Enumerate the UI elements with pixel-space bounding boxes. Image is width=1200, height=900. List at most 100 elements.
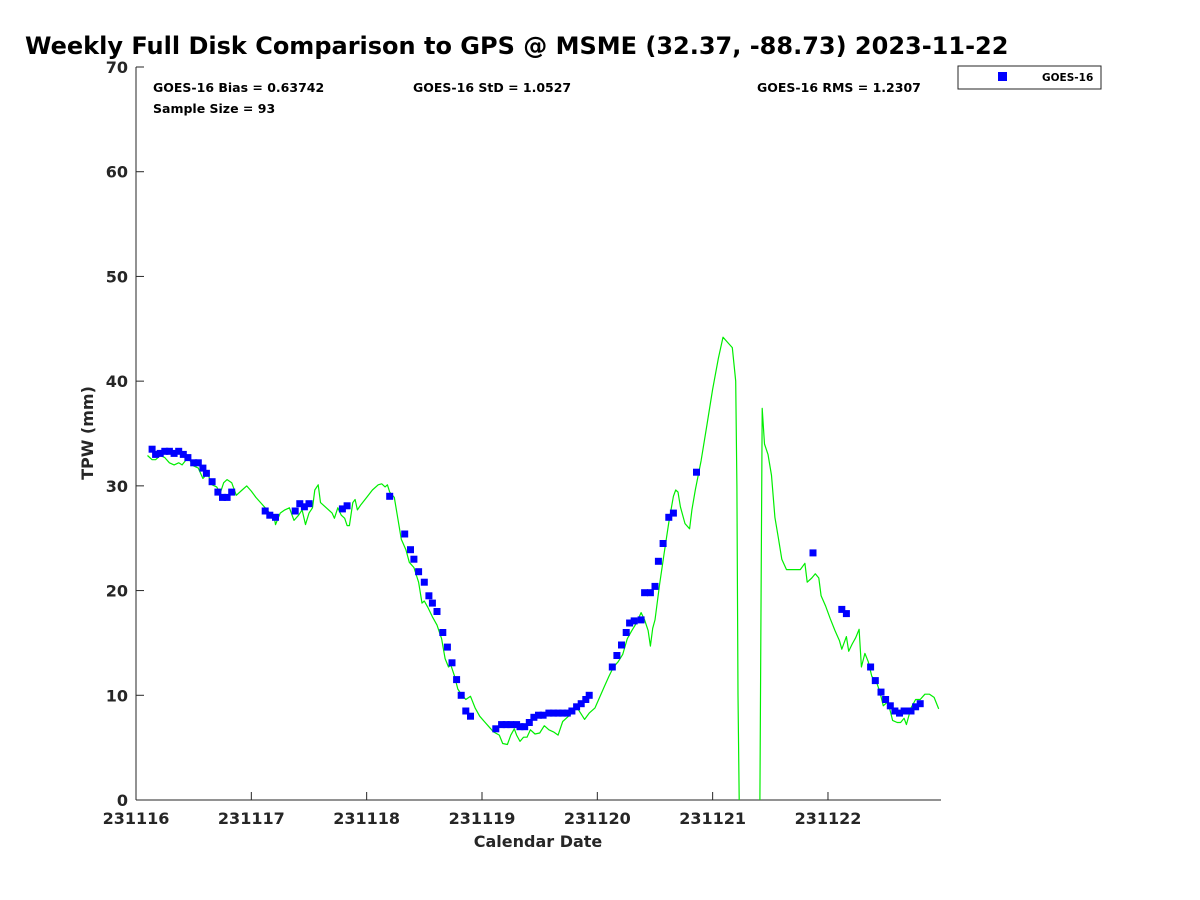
y-tick-label: 50	[106, 267, 128, 286]
goes16-point	[152, 450, 160, 458]
goes16-point	[630, 617, 638, 625]
legend-box	[957, 65, 1102, 90]
x-tick-label: 231121	[679, 809, 746, 828]
goes16-point	[498, 721, 506, 729]
goes16-point	[165, 447, 173, 455]
goes16-point	[179, 450, 187, 458]
series-layer	[147, 336, 940, 801]
goes16-point	[896, 709, 903, 717]
goes16-point	[407, 546, 414, 554]
goes16-point	[613, 652, 621, 659]
y-tick-label: 40	[106, 372, 128, 391]
gps-line-segment-2	[759, 407, 940, 801]
x-axis-label: Calendar Date	[474, 832, 603, 851]
goes16-point	[912, 703, 920, 711]
goes16-point	[637, 616, 645, 624]
gps-line-segment-1	[147, 336, 740, 801]
goes16-point	[577, 700, 585, 708]
goes16-point	[443, 643, 451, 651]
y-tick-label: 70	[106, 58, 128, 77]
goes16-point	[545, 709, 553, 717]
goes16-point	[202, 469, 210, 477]
goes16-point	[457, 691, 465, 699]
goes16-point	[646, 589, 654, 597]
goes16-point	[448, 659, 456, 667]
goes16-point	[467, 712, 474, 720]
goes16-point	[838, 605, 846, 613]
goes16-point	[585, 691, 593, 699]
goes16-point	[907, 707, 915, 715]
goes16-point	[651, 582, 659, 590]
x-tick-label: 231122	[795, 809, 862, 828]
goes16-point	[871, 677, 879, 685]
goes16-point	[156, 449, 164, 457]
goes16-point	[539, 711, 547, 719]
goes16-point	[223, 493, 231, 501]
goes16-point	[453, 676, 461, 684]
x-tick-label: 231117	[218, 809, 285, 828]
goes16-point	[338, 505, 346, 513]
goes16-point	[343, 502, 351, 510]
goes16-point	[428, 599, 436, 607]
y-axis-label: TPW (mm)	[78, 386, 97, 480]
goes16-point	[916, 700, 924, 708]
goes16-point	[809, 549, 817, 557]
plot-area	[135, 67, 941, 801]
goes16-point	[214, 488, 222, 496]
goes16-point	[420, 578, 428, 586]
goes16-point	[272, 513, 279, 521]
goes16-point	[194, 459, 202, 467]
goes16-point	[693, 468, 700, 476]
rms-stat: GOES-16 RMS = 1.2307	[757, 80, 921, 95]
x-tick-label: 231119	[449, 809, 516, 828]
goes16-point	[626, 619, 634, 627]
goes16-point	[521, 723, 529, 731]
goes16-point	[305, 500, 313, 508]
goes16-point	[410, 555, 418, 563]
legend: GOES-16	[957, 65, 1102, 90]
goes16-point	[208, 478, 216, 486]
y-tick-label: 60	[106, 163, 128, 182]
goes16-point	[877, 688, 885, 696]
goes16-point	[228, 488, 236, 496]
goes16-point	[882, 696, 890, 703]
goes16-point	[170, 449, 178, 457]
goes16-point	[525, 719, 533, 726]
y-tick-label: 0	[117, 791, 128, 810]
goes16-point	[535, 711, 542, 719]
goes16-point	[296, 500, 304, 508]
goes16-point	[492, 725, 500, 733]
goes16-point	[433, 608, 441, 615]
goes16-point	[622, 629, 630, 636]
goes16-point	[161, 447, 169, 455]
x-tick-label: 231118	[333, 809, 400, 828]
y-axis: 0 10 20 30 40 50 60 70	[106, 58, 144, 810]
goes16-point	[190, 459, 198, 467]
goes16-point	[563, 709, 571, 717]
goes16-point	[415, 568, 423, 576]
goes16-point	[502, 721, 510, 729]
bias-stat: GOES-16 Bias = 0.63742	[153, 80, 324, 95]
goes16-point	[559, 709, 567, 717]
x-axis: 231116 231117 231118 231119 231120 231121 2311…	[103, 792, 862, 828]
goes16-point	[554, 709, 562, 717]
sample-size-stat: Sample Size = 93	[153, 101, 275, 116]
goes16-point	[665, 513, 673, 521]
goes16-point	[266, 511, 274, 519]
y-tick-label: 10	[106, 686, 128, 705]
goes16-point	[261, 507, 269, 515]
x-tick-label: 231116	[103, 809, 170, 828]
std-stat: GOES-16 StD = 1.0527	[413, 80, 571, 95]
y-tick-label: 30	[106, 477, 128, 496]
goes16-point	[401, 530, 409, 538]
goes16-point	[291, 507, 299, 515]
goes16-point	[425, 592, 433, 600]
goes16-point	[891, 707, 899, 715]
goes16-point	[148, 445, 156, 453]
goes16-point	[900, 707, 908, 715]
goes16-point	[550, 709, 557, 717]
goes16-point	[439, 629, 447, 636]
goes16-point	[618, 641, 625, 649]
goes16-point	[867, 663, 875, 671]
